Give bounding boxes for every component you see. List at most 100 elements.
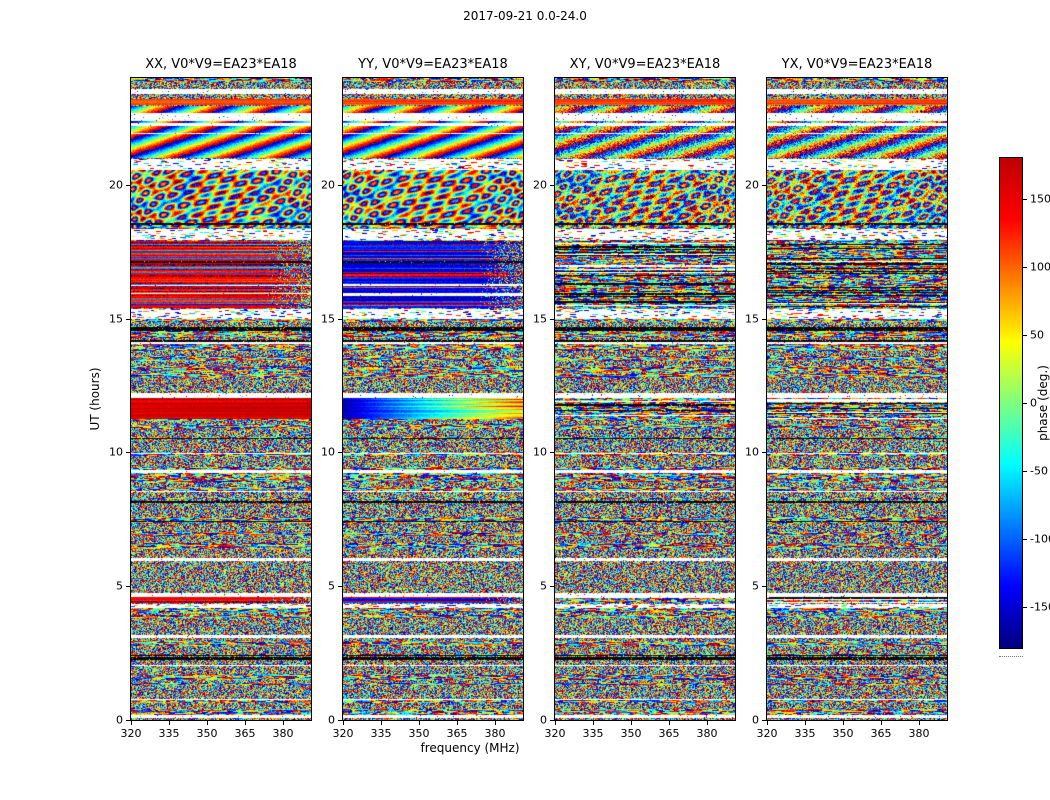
x-tick-label: 380 xyxy=(484,727,506,740)
colorbar-tick-mark xyxy=(1023,267,1027,268)
y-tick-mark xyxy=(338,586,342,587)
x-tick-mark xyxy=(843,721,844,725)
panel-yx: YX, V0*V9=EA23*EA18 320 335 350 365 380 0 5 10 15… xyxy=(745,57,948,740)
x-axis-label: frequency (MHz) xyxy=(420,741,520,755)
y-tick-label: 0 xyxy=(540,713,547,727)
x-tick-mark xyxy=(593,721,594,725)
colorbar-tick-label: -150 xyxy=(1030,600,1050,614)
x-tick-mark xyxy=(669,721,670,725)
y-tick-label: 5 xyxy=(752,579,759,593)
colorbar-tick-mark xyxy=(1023,471,1027,472)
x-tick-label: 380 xyxy=(908,727,930,740)
y-tick-label: 10 xyxy=(533,445,547,459)
x-tick-label: 365 xyxy=(870,727,892,740)
colorbar-tick-label: -50 xyxy=(1030,464,1048,478)
y-tick-label: 20 xyxy=(533,178,547,192)
x-tick-label: 335 xyxy=(794,727,816,740)
x-tick-label: 335 xyxy=(158,727,180,740)
x-tick-label: 350 xyxy=(832,727,854,740)
x-tick-mark xyxy=(283,721,284,725)
colorbar-extend-dotted xyxy=(999,652,1023,657)
y-tick-mark xyxy=(126,720,130,721)
panel-yy: YY, V0*V9=EA23*EA18 320 335 350 365 380 0 5 10 15… xyxy=(321,57,524,740)
y-tick-label: 15 xyxy=(109,312,123,326)
y-tick-label: 0 xyxy=(328,713,335,727)
x-tick-label: 350 xyxy=(196,727,218,740)
x-tick-label: 365 xyxy=(234,727,256,740)
colorbar-label: phase (deg.) xyxy=(1036,365,1050,441)
y-tick-mark xyxy=(550,185,554,186)
x-tick-mark xyxy=(919,721,920,725)
colorbar-tick-mark xyxy=(1023,199,1027,200)
x-tick-mark xyxy=(495,721,496,725)
colorbar-tick-label: -100 xyxy=(1030,532,1050,546)
x-tick-mark xyxy=(169,721,170,725)
y-tick-label: 0 xyxy=(116,713,123,727)
y-tick-mark xyxy=(762,319,766,320)
y-tick-label: 0 xyxy=(752,713,759,727)
y-tick-mark xyxy=(550,319,554,320)
figure-title: 2017-09-21 0.0-24.0 xyxy=(463,9,587,23)
y-tick-label: 5 xyxy=(540,579,547,593)
colorbar: 150 100 50 0 -50 -100 -150 xyxy=(999,157,1050,649)
x-tick-mark xyxy=(457,721,458,725)
x-tick-label: 350 xyxy=(408,727,430,740)
x-tick-label: 350 xyxy=(620,727,642,740)
x-tick-mark xyxy=(207,721,208,725)
panel-xy: XY, V0*V9=EA23*EA18 320 335 350 365 380 0 5 10 15… xyxy=(533,57,736,740)
y-tick-mark xyxy=(338,452,342,453)
y-tick-mark xyxy=(762,586,766,587)
x-tick-mark xyxy=(131,721,132,725)
y-tick-label: 15 xyxy=(321,312,335,326)
y-tick-mark xyxy=(338,319,342,320)
panel-title: XY, V0*V9=EA23*EA18 xyxy=(569,57,721,72)
phase-heatmap-yy xyxy=(343,78,523,720)
panel-title: YY, V0*V9=EA23*EA18 xyxy=(358,57,508,72)
y-tick-label: 15 xyxy=(745,312,759,326)
y-tick-label: 20 xyxy=(321,178,335,192)
x-tick-mark xyxy=(245,721,246,725)
y-tick-mark xyxy=(550,720,554,721)
phase-heatmap-yx xyxy=(767,78,947,720)
y-tick-mark xyxy=(762,720,766,721)
x-tick-label: 335 xyxy=(582,727,604,740)
y-tick-mark xyxy=(338,720,342,721)
colorbar-tick-mark xyxy=(1023,403,1027,404)
y-tick-label: 20 xyxy=(745,178,759,192)
y-tick-label: 20 xyxy=(109,178,123,192)
y-tick-mark xyxy=(338,185,342,186)
x-tick-mark xyxy=(631,721,632,725)
colorbar-tick-label: 100 xyxy=(1030,260,1050,274)
x-tick-label: 380 xyxy=(696,727,718,740)
y-tick-mark xyxy=(126,586,130,587)
colorbar-gradient xyxy=(1000,158,1022,648)
x-tick-label: 365 xyxy=(658,727,680,740)
x-tick-mark xyxy=(881,721,882,725)
y-tick-mark xyxy=(762,185,766,186)
y-tick-label: 5 xyxy=(328,579,335,593)
x-tick-mark xyxy=(381,721,382,725)
y-tick-label: 5 xyxy=(116,579,123,593)
x-tick-label: 320 xyxy=(756,727,778,740)
phase-heatmap-xy xyxy=(555,78,735,720)
y-tick-label: 10 xyxy=(321,445,335,459)
y-tick-mark xyxy=(550,452,554,453)
colorbar-tick-label: 50 xyxy=(1030,328,1044,342)
y-tick-mark xyxy=(126,319,130,320)
y-tick-mark xyxy=(126,452,130,453)
x-tick-label: 320 xyxy=(120,727,142,740)
x-tick-label: 380 xyxy=(272,727,294,740)
x-tick-label: 320 xyxy=(544,727,566,740)
x-tick-mark xyxy=(767,721,768,725)
panel-title: YX, V0*V9=EA23*EA18 xyxy=(781,57,933,72)
x-tick-mark xyxy=(343,721,344,725)
panel-xx: XX, V0*V9=EA23*EA18 320 335 350 365 380 0 5 10 15… xyxy=(109,57,312,740)
y-tick-mark xyxy=(762,452,766,453)
y-tick-mark xyxy=(126,185,130,186)
x-tick-mark xyxy=(707,721,708,725)
colorbar-tick-mark xyxy=(1023,335,1027,336)
panel-title: XX, V0*V9=EA23*EA18 xyxy=(145,57,297,72)
x-tick-label: 365 xyxy=(446,727,468,740)
x-tick-label: 335 xyxy=(370,727,392,740)
